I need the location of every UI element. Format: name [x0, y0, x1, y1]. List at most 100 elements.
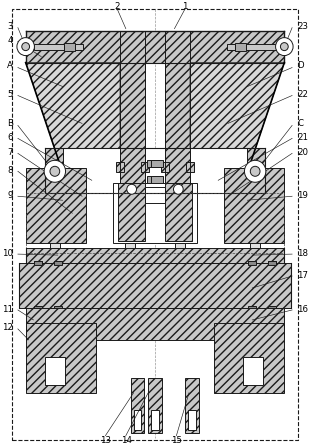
Bar — [141, 162, 149, 172]
Bar — [224, 168, 284, 243]
Text: 23: 23 — [297, 22, 308, 31]
Bar — [248, 261, 256, 265]
Text: 5: 5 — [7, 90, 13, 99]
Text: 20: 20 — [297, 148, 308, 157]
Text: 12: 12 — [2, 323, 13, 332]
Bar — [64, 43, 75, 51]
Bar — [34, 261, 42, 265]
Bar — [63, 148, 120, 193]
Text: 3: 3 — [7, 22, 13, 31]
Bar — [26, 323, 96, 393]
Text: 22: 22 — [297, 90, 308, 99]
Circle shape — [245, 160, 266, 182]
Bar — [145, 187, 165, 203]
Bar — [161, 162, 169, 172]
Bar — [147, 160, 159, 167]
Bar — [185, 378, 199, 433]
Text: 4: 4 — [7, 36, 13, 45]
Text: 13: 13 — [100, 436, 111, 445]
Bar — [131, 378, 144, 433]
Bar — [248, 306, 256, 310]
Bar — [147, 177, 159, 183]
Bar — [145, 148, 165, 193]
Circle shape — [281, 43, 288, 51]
Polygon shape — [26, 63, 120, 172]
Bar — [165, 63, 190, 172]
Circle shape — [127, 184, 136, 194]
Bar — [54, 261, 62, 265]
Text: 16: 16 — [297, 305, 308, 314]
Text: 6: 6 — [7, 133, 13, 142]
Bar — [250, 193, 260, 248]
Circle shape — [50, 166, 60, 177]
Bar — [151, 160, 163, 167]
Bar — [120, 148, 145, 193]
Bar — [54, 306, 62, 310]
Circle shape — [174, 184, 183, 194]
Text: 21: 21 — [297, 133, 308, 142]
Text: D: D — [297, 61, 304, 70]
Bar — [116, 193, 124, 203]
Text: A: A — [7, 61, 13, 70]
Text: C: C — [297, 119, 303, 128]
Bar — [50, 193, 60, 248]
Text: 17: 17 — [297, 271, 308, 280]
Bar — [235, 43, 246, 51]
Bar — [54, 261, 62, 265]
Bar — [125, 243, 135, 268]
Bar — [113, 183, 197, 243]
Bar — [151, 177, 163, 183]
Bar — [165, 148, 190, 193]
Text: 18: 18 — [297, 249, 308, 258]
Bar — [265, 168, 266, 174]
Bar — [19, 263, 291, 308]
Polygon shape — [190, 63, 284, 172]
Text: 15: 15 — [170, 436, 182, 445]
Bar — [161, 193, 169, 203]
Bar — [75, 43, 83, 50]
Bar — [148, 378, 162, 433]
Bar — [45, 148, 265, 193]
Bar — [113, 268, 197, 273]
Text: 9: 9 — [7, 190, 13, 200]
Text: B: B — [7, 119, 13, 128]
Bar — [243, 357, 263, 385]
Bar — [118, 183, 145, 241]
Bar — [65, 168, 83, 174]
Bar — [227, 43, 235, 50]
Circle shape — [17, 38, 34, 56]
Text: 14: 14 — [121, 436, 132, 445]
Text: 2: 2 — [115, 2, 120, 12]
Bar — [175, 243, 185, 268]
Text: 19: 19 — [297, 190, 308, 200]
Circle shape — [44, 160, 65, 182]
Text: 1: 1 — [182, 2, 188, 12]
Text: 8: 8 — [7, 166, 13, 175]
Bar — [134, 410, 141, 430]
Bar — [151, 410, 159, 430]
Text: 11: 11 — [2, 305, 13, 314]
Bar — [34, 306, 42, 310]
Circle shape — [250, 166, 260, 177]
Bar — [26, 248, 284, 263]
Bar — [186, 162, 194, 172]
Bar — [246, 43, 276, 50]
Bar — [248, 261, 256, 265]
Text: 7: 7 — [7, 148, 13, 157]
Bar — [26, 168, 86, 243]
Bar — [227, 168, 245, 174]
Circle shape — [22, 43, 29, 51]
Bar — [214, 323, 284, 393]
Bar — [268, 261, 276, 265]
Bar — [120, 63, 145, 172]
Text: 10: 10 — [2, 249, 13, 258]
Bar — [268, 306, 276, 310]
Bar — [116, 162, 124, 172]
Bar — [141, 193, 149, 203]
Bar — [190, 148, 247, 193]
Bar — [186, 193, 194, 203]
Bar — [45, 357, 64, 385]
Bar — [188, 410, 196, 430]
Bar — [34, 261, 42, 265]
Bar — [165, 183, 192, 241]
